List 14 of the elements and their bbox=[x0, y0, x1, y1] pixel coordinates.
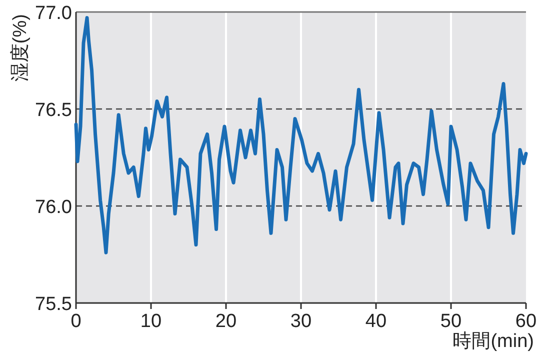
y-tick-label: 76.5 bbox=[35, 100, 72, 121]
y-tick-label: 77.0 bbox=[35, 3, 72, 24]
x-tick-label: 0 bbox=[70, 311, 82, 332]
x-axis-title: 時間(min) bbox=[452, 331, 534, 352]
x-tick-label: 40 bbox=[365, 311, 387, 332]
x-tick-label: 20 bbox=[215, 311, 237, 332]
y-axis-title: 湿度(%) bbox=[9, 14, 31, 82]
x-tick-label: 60 bbox=[515, 311, 537, 332]
y-tick-label: 76.0 bbox=[35, 197, 72, 218]
x-tick-label: 10 bbox=[140, 311, 162, 332]
x-tick-label: 30 bbox=[290, 311, 312, 332]
x-tick-label: 50 bbox=[440, 311, 462, 332]
y-tick-label: 75.5 bbox=[35, 294, 72, 315]
line-series bbox=[74, 16, 528, 254]
